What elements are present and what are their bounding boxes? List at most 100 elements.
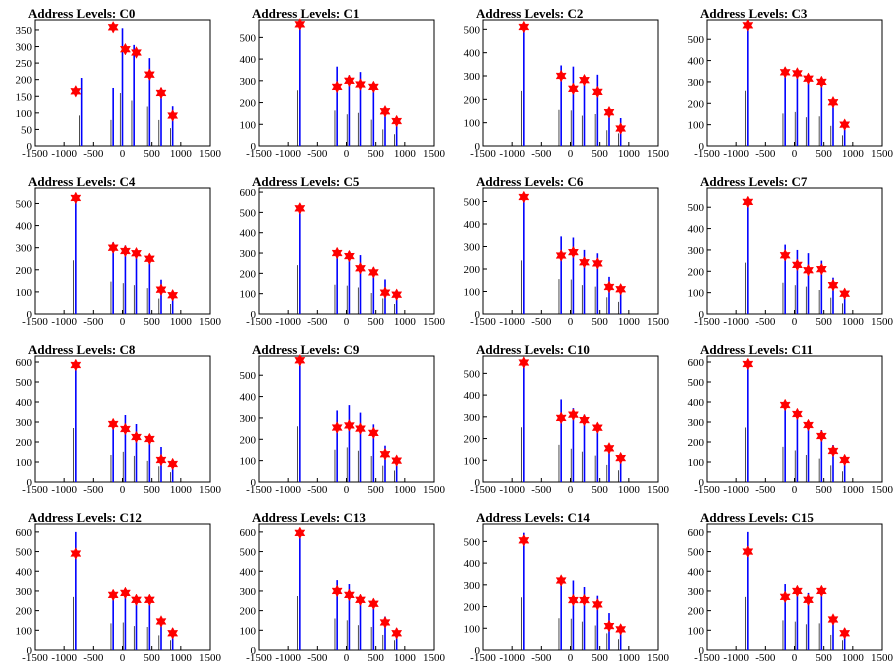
chart-title: Address Levels: C7 (700, 174, 808, 189)
y-tick-label: 400 (688, 224, 705, 236)
x-tick-label: 1000 (394, 652, 417, 664)
histogram-bar (523, 194, 525, 314)
chart-title: Address Levels: C15 (700, 510, 814, 525)
peak-star-marker (107, 417, 119, 431)
histogram-bar (160, 87, 162, 146)
histogram-bar (843, 290, 846, 314)
histogram-plot: 0 100 200 300 400 500 -1500 -1000 -500 0 500 1000 15… (464, 355, 670, 496)
y-tick-label: 300 (464, 580, 481, 592)
x-tick-label: 0 (344, 652, 350, 664)
histogram-bar (572, 237, 575, 314)
x-tick-label: 1000 (170, 316, 193, 328)
x-tick-label: 1500 (423, 148, 446, 160)
histogram-bar (523, 360, 525, 482)
x-tick-label: -1000 (723, 148, 749, 160)
x-tick-label: -1500 (22, 316, 48, 328)
y-tick-label: 200 (16, 606, 33, 618)
x-tick-label: 500 (143, 484, 160, 496)
y-tick-label: 0 (27, 477, 33, 489)
x-tick-label: -1000 (499, 316, 525, 328)
y-tick-label: 400 (464, 219, 481, 231)
peak-star-marker (355, 422, 366, 435)
y-tick-label: 500 (688, 34, 705, 46)
peak-star-marker (615, 451, 627, 465)
histogram-bar (560, 65, 562, 146)
y-tick-label: 500 (240, 32, 257, 44)
y-tick-label: 100 (688, 457, 705, 469)
plot-frame (706, 19, 883, 147)
peak-star-marker (567, 245, 579, 259)
y-tick-label: 500 (688, 547, 705, 559)
plot-frame (34, 355, 211, 483)
histogram-bar (820, 430, 823, 482)
histogram-plot: 0 100 200 300 400 500 600 -1500 -1000 -500 0 500 100… (16, 355, 222, 496)
histogram-bar (124, 415, 127, 482)
x-tick-label: -1000 (51, 652, 77, 664)
x-tick-label: 0 (568, 316, 574, 328)
y-tick-label: 400 (240, 54, 257, 66)
histogram-plot: 0 100 200 300 400 500 -1500 -1000 -500 0 500 1000 15… (464, 19, 670, 160)
y-tick-label: 300 (688, 586, 705, 598)
histogram-bar (572, 580, 575, 650)
x-tick-label: 500 (591, 316, 608, 328)
x-tick-label: 0 (568, 484, 574, 496)
x-tick-label: 1500 (199, 652, 222, 664)
peak-star-marker (167, 109, 179, 122)
x-tick-label: 1500 (871, 484, 894, 496)
histogram-bar (784, 73, 786, 146)
histogram-panel: Address Levels: C15 0 100 200 300 400 500 600 -1… (672, 504, 896, 672)
y-tick-label: 100 (240, 625, 257, 637)
y-tick-label: 300 (240, 413, 257, 425)
x-tick-label: -1500 (694, 484, 720, 496)
histogram-bar (80, 78, 83, 146)
y-tick-label: 250 (16, 58, 33, 70)
peak-star-marker (827, 444, 839, 458)
x-tick-label: -500 (83, 148, 104, 160)
histogram-bar (596, 423, 599, 482)
histogram-bar (133, 44, 135, 146)
histogram-bar (299, 22, 301, 147)
chart-title: Address Levels: C5 (252, 174, 360, 189)
y-tick-label: 0 (475, 645, 481, 657)
plot-frame (258, 187, 435, 315)
y-tick-label: 0 (475, 477, 481, 489)
y-tick-label: 100 (464, 287, 481, 299)
plot-frame (706, 355, 883, 483)
x-tick-label: -500 (83, 316, 104, 328)
peak-star-marker (391, 114, 403, 128)
y-tick-label: 400 (464, 390, 481, 402)
peak-star-marker (555, 574, 567, 587)
histogram-bar (135, 249, 138, 314)
x-tick-label: -500 (307, 148, 328, 160)
x-tick-label: -1000 (275, 652, 301, 664)
histogram-bar (384, 109, 386, 146)
x-tick-label: -1000 (723, 652, 749, 664)
y-tick-label: 300 (16, 243, 33, 255)
histogram-bar (560, 236, 562, 314)
x-tick-label: 1500 (199, 148, 222, 160)
histogram-bar (359, 255, 362, 314)
x-tick-label: -1500 (22, 652, 48, 664)
peak-star-marker (803, 593, 814, 607)
x-tick-label: -1500 (246, 652, 272, 664)
y-tick-label: 300 (240, 586, 257, 598)
histogram-bar (832, 445, 834, 482)
chart-title: Address Levels: C4 (28, 174, 136, 189)
x-tick-label: 500 (815, 652, 832, 664)
peak-star-marker (167, 457, 179, 471)
peak-star-marker (143, 593, 155, 607)
x-tick-label: -1500 (694, 148, 720, 160)
histogram-plot: 0 100 200 300 400 500 600 -1500 -1000 -500 0 500 100… (688, 523, 894, 664)
histogram-bar (359, 412, 362, 482)
histogram-bar (796, 587, 799, 650)
histogram-bar (299, 529, 301, 650)
peak-star-marker (131, 593, 142, 607)
peak-star-marker (367, 597, 379, 611)
x-tick-label: 500 (815, 148, 832, 160)
peak-star-marker (167, 288, 179, 302)
histogram-plot: 0 100 200 300 400 500 -1500 -1000 -500 0 500 1000 15… (240, 18, 446, 160)
y-tick-label: 0 (699, 141, 705, 153)
histogram-bar (784, 584, 786, 650)
x-tick-label: -1500 (470, 148, 496, 160)
x-tick-label: 500 (143, 148, 160, 160)
